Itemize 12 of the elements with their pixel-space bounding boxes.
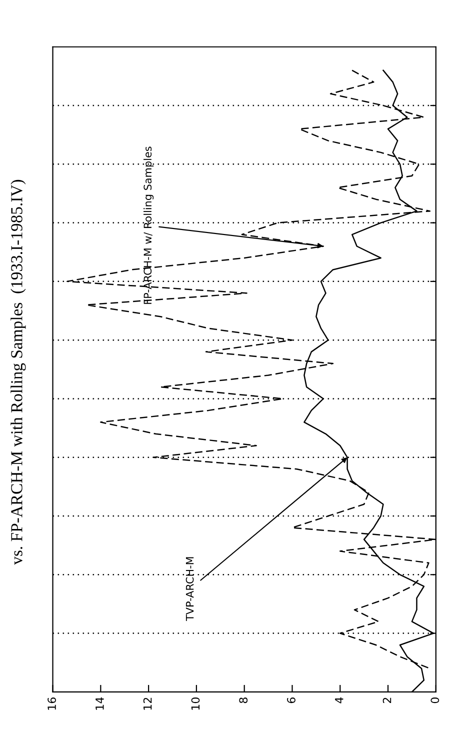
text: FP-ARCH-M w/ Rolling Samples — [144, 146, 154, 304]
x-tick-label: 4 — [335, 697, 344, 704]
x-tick-label: 10 — [191, 698, 200, 710]
x-tick-label: 6 — [287, 697, 296, 704]
x-tick-label: 0 — [430, 698, 440, 704]
x-tick-label: 16 — [48, 697, 56, 710]
x-tick-label: 8 — [239, 698, 248, 704]
text: TVP-ARCH-M — [186, 557, 194, 621]
x-tick-label: 14 — [96, 697, 104, 710]
x-tick-label: 12 — [143, 698, 152, 710]
text: vs. FP-ARCH-M with Rolling Samples (1933.I-1985.IV) — [10, 180, 26, 565]
x-tick-label: 2 — [382, 698, 392, 704]
